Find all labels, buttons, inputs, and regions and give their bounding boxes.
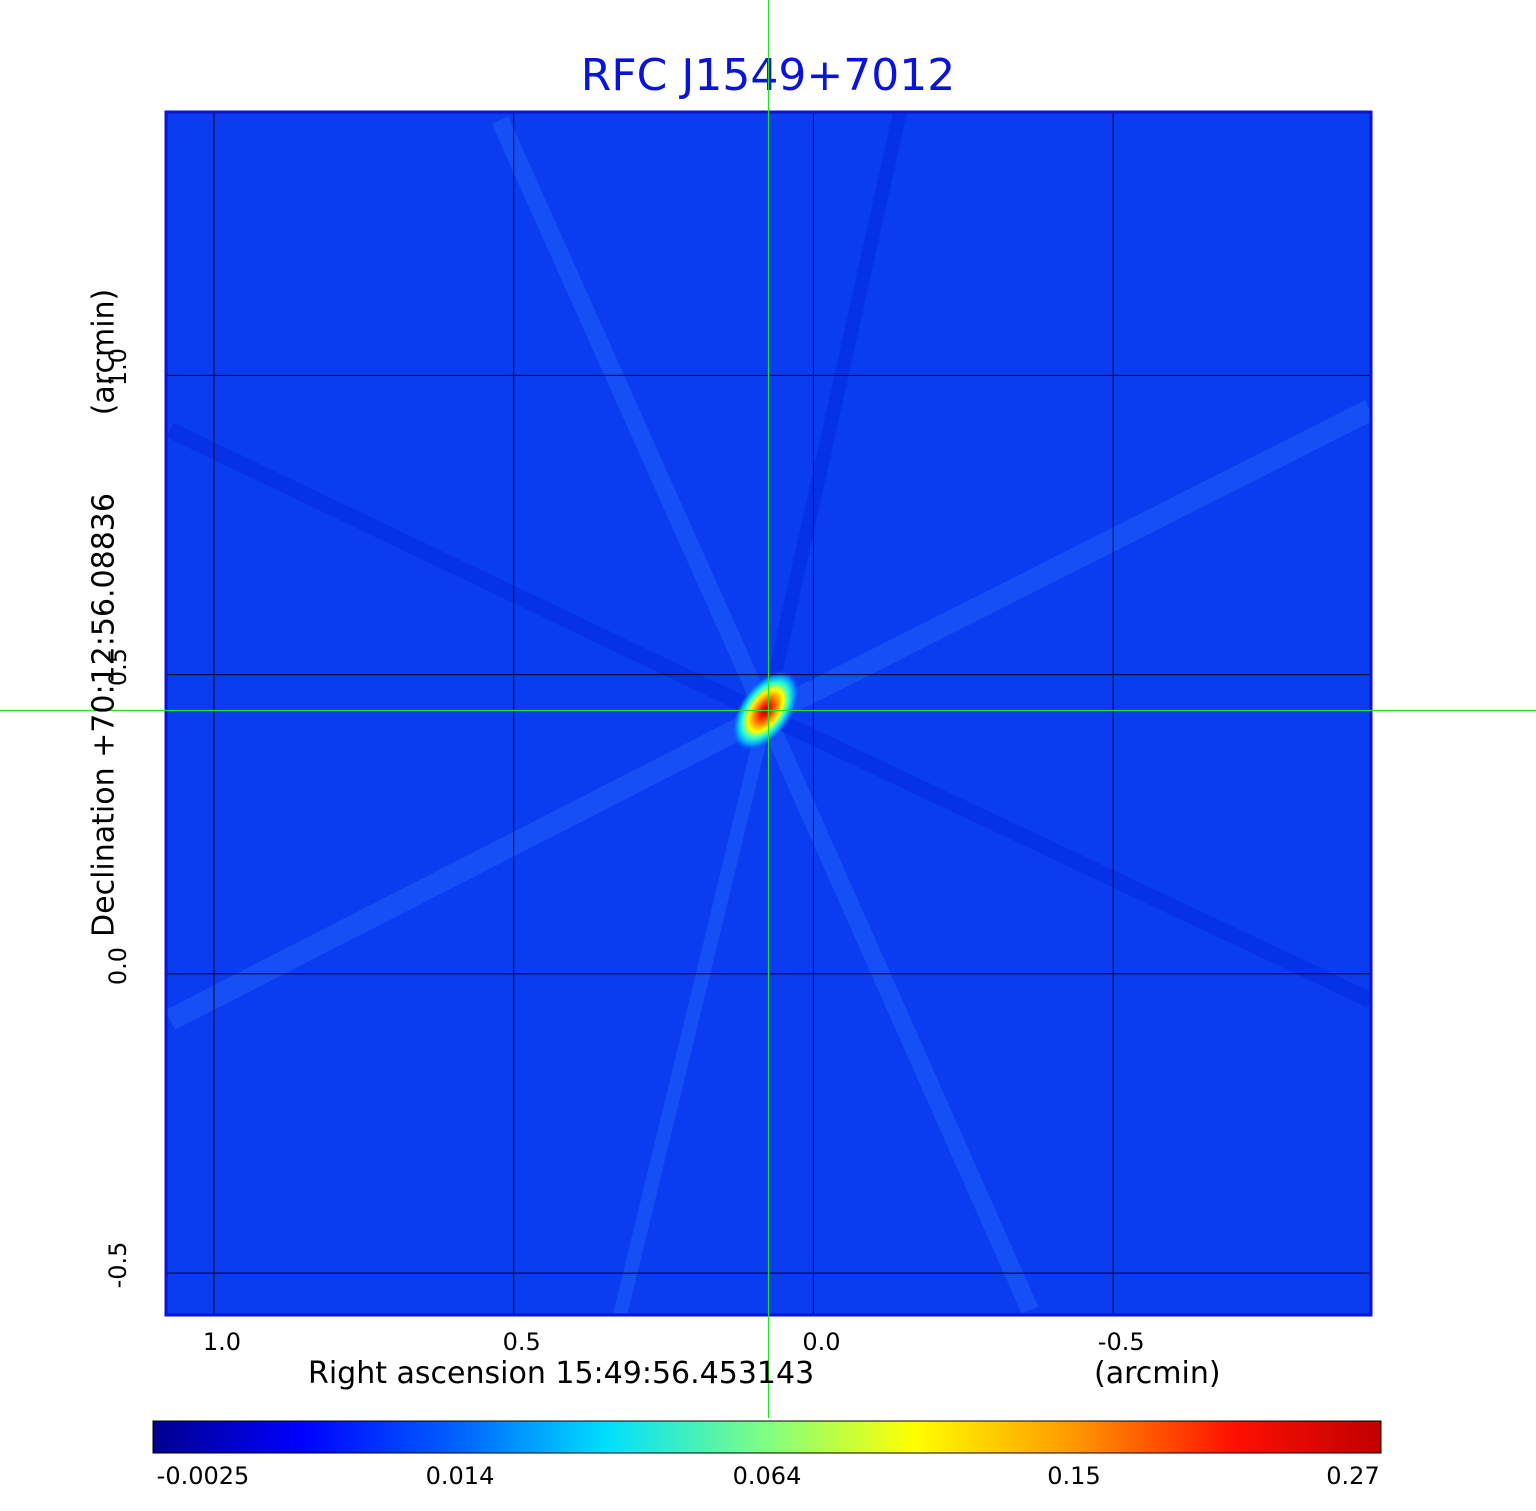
y-tick-label: -0.5 <box>104 1241 132 1289</box>
x-axis-unit: (arcmin) <box>1094 1356 1221 1391</box>
colorbar-tick-label: 0.014 <box>425 1462 495 1490</box>
colorbar <box>152 1420 1382 1454</box>
colorbar-tick-label: 0.15 <box>1047 1462 1101 1490</box>
colorbar-tick-label: 0.27 <box>1326 1462 1380 1490</box>
x-axis-label: Right ascension 15:49:56.453143 <box>308 1356 815 1391</box>
y-tick-label: 0.0 <box>104 946 132 985</box>
x-tick-label: 0.0 <box>802 1328 841 1356</box>
sidelobe-streaks <box>166 112 1371 1315</box>
x-tick-label: 1.0 <box>202 1328 242 1356</box>
y-axis-label: Declination +70:12:56.08836 <box>86 493 122 937</box>
colorbar-tick-label: 0.064 <box>732 1462 802 1490</box>
crosshair <box>0 0 1536 1418</box>
y-tick-label: 1.0 <box>104 348 132 387</box>
x-tick-label: 0.5 <box>502 1328 541 1356</box>
x-tick-label: -0.5 <box>1097 1328 1145 1356</box>
y-tick-label: 0.5 <box>104 647 132 686</box>
colorbar-tick-label: -0.0025 <box>156 1462 250 1490</box>
